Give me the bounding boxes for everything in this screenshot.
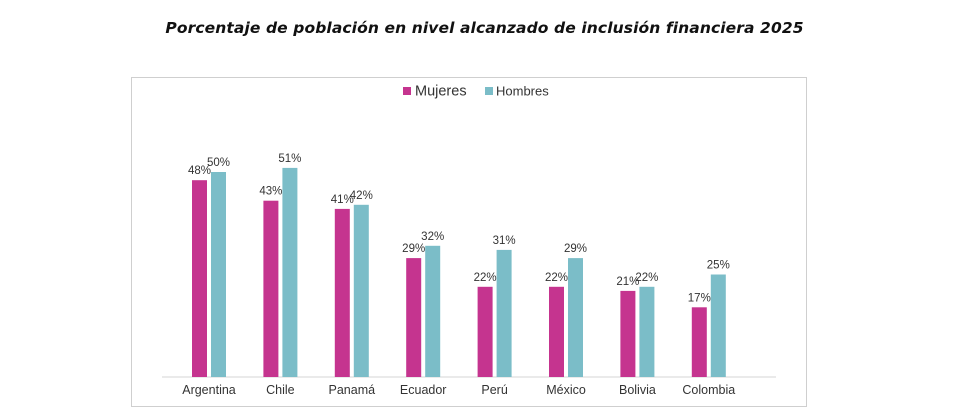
value-label-mujeres-colombia: 17% xyxy=(688,292,711,304)
bar-hombres-colombia xyxy=(710,274,726,377)
category-label-group: Argentina Chile Panamá Ecuador Perú México Bol… xyxy=(182,383,735,397)
bar-mujeres-argentina xyxy=(192,180,207,377)
legend-label-hombres: Hombres xyxy=(496,84,549,99)
bar-mujeres-peru xyxy=(477,286,493,377)
value-label-hombres-panama: 42% xyxy=(350,190,373,202)
value-label-hombres-bolivia: 22% xyxy=(635,272,658,284)
page-title: Porcentaje de población en nivel alcanza… xyxy=(165,19,804,37)
value-label-mujeres-panama: 41% xyxy=(331,194,354,206)
bar-hombres-peru xyxy=(496,249,512,377)
bar-hombres-ecuador xyxy=(425,245,441,377)
category-label-bolivia: Bolivia xyxy=(619,383,656,397)
value-label-hombres-ecuador: 32% xyxy=(421,231,444,243)
chart-legend: Mujeres Hombres xyxy=(403,84,549,100)
bar-mujeres-colombia xyxy=(691,307,707,377)
bar-chart: Mujeres Hombres 48%50%43%51%41%42%29%32%2… xyxy=(162,84,776,397)
bar-mujeres-bolivia xyxy=(620,290,636,377)
bar-hombres-panama xyxy=(353,204,369,377)
bar-mujeres-mexico xyxy=(549,286,564,377)
category-label-colombia: Colombia xyxy=(682,383,735,397)
value-label-mujeres-mexico: 22% xyxy=(545,272,568,284)
value-label-mujeres-argentina: 48% xyxy=(188,165,211,177)
bar-hombres-argentina xyxy=(211,172,226,377)
category-label-peru: Perú xyxy=(481,383,507,397)
category-label-ecuador: Ecuador xyxy=(400,383,447,397)
legend-swatch-mujeres xyxy=(403,87,411,95)
value-label-hombres-argentina: 50% xyxy=(207,157,230,169)
value-label-hombres-chile: 51% xyxy=(278,153,301,165)
category-label-chile: Chile xyxy=(266,383,295,397)
bar-mujeres-ecuador xyxy=(406,258,422,377)
legend-label-mujeres: Mujeres xyxy=(415,84,467,100)
value-label-hombres-mexico: 29% xyxy=(564,243,587,255)
value-label-group: 48%50%43%51%41%42%29%32%22%31%22%29%21%2… xyxy=(188,153,730,304)
chart-panel: Mujeres Hombres 48% 50% 43% 51% 41% 42% 29% 32% 2… xyxy=(131,77,807,407)
value-label-mujeres-peru: 22% xyxy=(474,272,497,284)
category-label-panama: Panamá xyxy=(329,383,376,397)
value-label-mujeres-bolivia: 21% xyxy=(616,276,639,288)
bar-mujeres-panama xyxy=(334,208,350,377)
category-label-argentina: Argentina xyxy=(182,383,236,397)
bar-group xyxy=(192,167,726,377)
value-label-hombres-peru: 31% xyxy=(493,235,516,247)
bar-hombres-mexico xyxy=(568,258,583,377)
legend-swatch-hombres xyxy=(485,87,493,95)
bar-mujeres-chile xyxy=(263,200,279,377)
value-label-hombres-colombia: 25% xyxy=(707,260,730,272)
bar-hombres-bolivia xyxy=(639,286,655,377)
category-label-mexico: México xyxy=(546,383,586,397)
bar-hombres-chile xyxy=(282,167,298,377)
value-label-mujeres-chile: 43% xyxy=(259,186,282,198)
value-label-mujeres-ecuador: 29% xyxy=(402,243,425,255)
